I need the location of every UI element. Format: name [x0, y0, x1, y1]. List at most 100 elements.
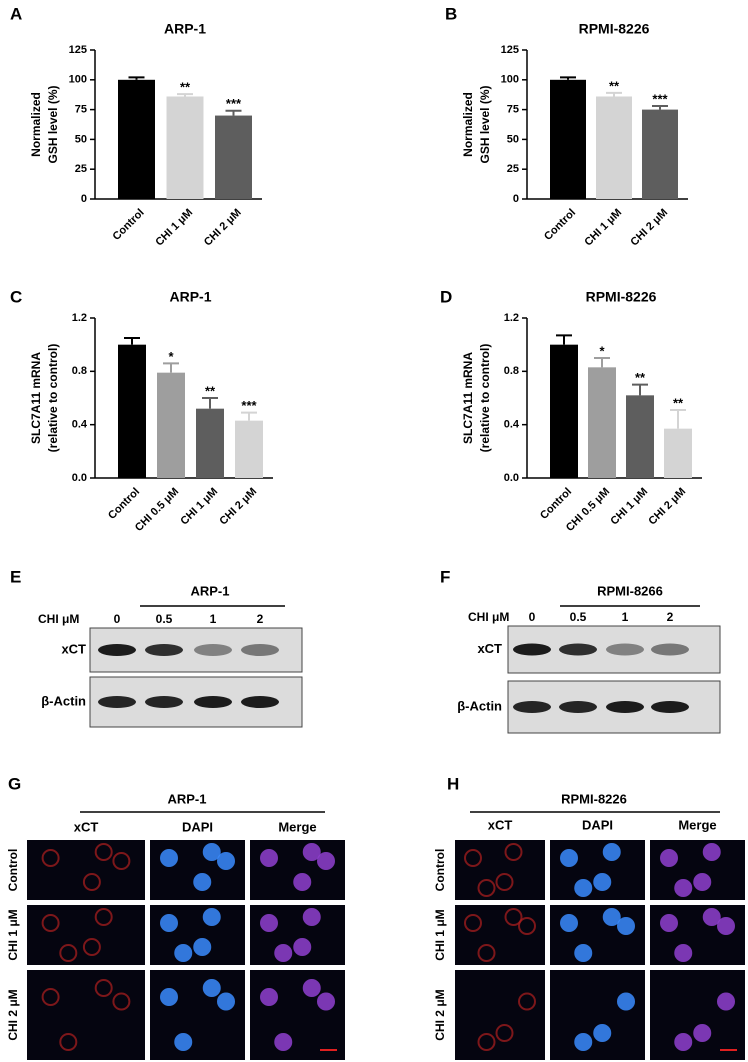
- error-bar: [124, 337, 140, 345]
- cell: [293, 938, 312, 956]
- cell: [59, 944, 78, 962]
- blot-band: [194, 696, 232, 708]
- chart-title: ARP-1: [164, 21, 206, 37]
- blot-row-label: xCT: [477, 641, 502, 656]
- dose: 0: [529, 610, 536, 624]
- cell: [464, 914, 482, 932]
- error-bar: [594, 357, 610, 368]
- y-axis-label: Normalized: [29, 92, 43, 157]
- blot-band: [145, 644, 183, 656]
- dose: 2: [257, 612, 264, 626]
- chart-title: RPMI-8226: [579, 21, 650, 37]
- column-label: DAPI: [582, 817, 613, 832]
- cell: [82, 938, 101, 956]
- cell: [702, 908, 721, 926]
- significance: **: [609, 78, 620, 93]
- x-tick-label: CHI 2 μM: [646, 486, 688, 528]
- y-tick-label: 75: [75, 104, 87, 116]
- panel-label: G: [8, 774, 21, 793]
- y-axis-label: GSH level (%): [478, 85, 492, 163]
- y-tick-label: 1.2: [504, 312, 519, 324]
- bar: [215, 115, 252, 199]
- cell: [302, 979, 321, 997]
- y-axis-label: (relative to control): [478, 344, 492, 453]
- panel-label: A: [10, 4, 22, 23]
- cell: [560, 849, 578, 867]
- cell: [202, 979, 221, 997]
- chart-title: ARP-1: [169, 289, 211, 305]
- y-tick-label: 100: [69, 74, 87, 86]
- cell: [495, 873, 514, 891]
- cell: [112, 992, 131, 1011]
- bar: [166, 96, 204, 199]
- bar: [157, 372, 185, 478]
- x-tick-label: CHI 2 μM: [628, 207, 670, 249]
- y-tick-label: 0: [513, 193, 519, 205]
- cell: [518, 992, 536, 1011]
- y-axis-label: (relative to control): [46, 344, 60, 453]
- chart-title: RPMI-8226: [586, 289, 657, 305]
- cell: [202, 843, 221, 861]
- blot-band: [513, 701, 551, 713]
- cell: [702, 843, 721, 861]
- y-tick-label: 125: [501, 44, 519, 56]
- blot-row-label: β-Actin: [41, 693, 86, 708]
- cell: [94, 908, 113, 926]
- x-tick-label: Control: [111, 207, 147, 243]
- dose-label: CHI μM: [38, 612, 79, 626]
- bar: [118, 344, 146, 478]
- cell: [41, 849, 60, 867]
- column-label: DAPI: [182, 819, 213, 834]
- blot-band: [559, 643, 597, 656]
- error-bar: [225, 109, 242, 116]
- y-tick-label: 100: [501, 74, 519, 86]
- significance: ***: [241, 398, 257, 413]
- cell: [274, 944, 293, 962]
- cell: [504, 843, 523, 861]
- x-tick-label: CHI 1 μM: [582, 207, 624, 249]
- micrograph: [550, 840, 645, 900]
- cell: [82, 873, 101, 891]
- cell: [217, 852, 235, 870]
- bar: [626, 395, 654, 478]
- blot-band: [651, 701, 689, 713]
- dose: 0.5: [156, 612, 173, 626]
- micrograph: [27, 905, 145, 965]
- cell: [302, 843, 321, 861]
- cell: [660, 914, 678, 932]
- cell: [674, 1033, 693, 1051]
- error-bar: [652, 105, 668, 110]
- cell: [41, 914, 60, 932]
- micro-title: RPMI-8226: [561, 791, 627, 806]
- blot-row-label: β-Actin: [457, 698, 502, 713]
- x-tick-label: CHI 1 μM: [153, 207, 195, 249]
- significance: ***: [652, 91, 668, 106]
- x-tick-label: Control: [542, 207, 578, 243]
- blot-title: RPMI-8266: [597, 583, 663, 598]
- panel-label: F: [440, 567, 450, 586]
- cell: [94, 979, 113, 997]
- panel-label: D: [440, 287, 452, 306]
- cell: [593, 873, 612, 891]
- bar: [235, 420, 263, 478]
- cell: [317, 852, 335, 870]
- micrograph: [455, 840, 545, 900]
- column-label: xCT: [74, 819, 99, 834]
- micrograph: [150, 970, 245, 1060]
- y-tick-label: 50: [507, 133, 519, 145]
- blot-band: [606, 643, 644, 656]
- cell: [518, 917, 536, 935]
- micrograph: [455, 970, 545, 1060]
- cell: [174, 944, 193, 962]
- cell: [160, 849, 178, 867]
- y-tick-label: 25: [507, 163, 519, 175]
- cell: [112, 852, 131, 870]
- micrograph: [27, 840, 145, 900]
- bar: [664, 428, 692, 478]
- error-bar: [670, 409, 686, 429]
- y-tick-label: 75: [507, 104, 519, 116]
- cell: [260, 988, 278, 1006]
- cell: [317, 992, 335, 1011]
- y-tick-label: 0.8: [504, 365, 519, 377]
- significance: **: [635, 370, 646, 385]
